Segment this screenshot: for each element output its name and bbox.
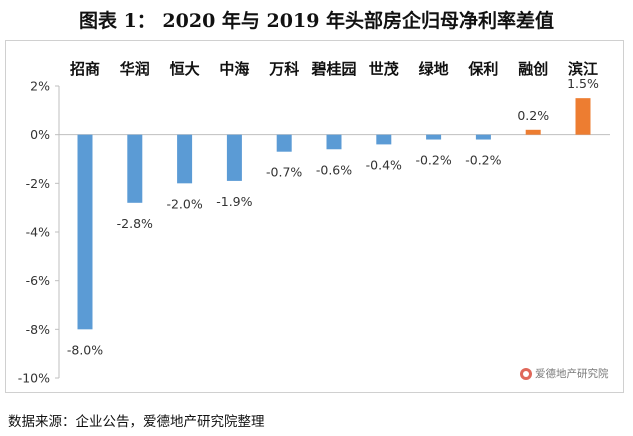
watermark-text: 爱德地产研究院 [535, 368, 609, 380]
y-tick-label: 2% [30, 79, 50, 94]
category-label: 融创 [518, 60, 548, 78]
category-label: 绿地 [419, 60, 449, 78]
bar [127, 134, 143, 203]
bar [326, 134, 342, 150]
data-label: -0.2% [415, 153, 451, 168]
y-tick-label: -2% [26, 176, 50, 191]
y-tick-label: -6% [26, 273, 50, 288]
bar [276, 134, 292, 152]
category-label: 滨江 [568, 60, 598, 78]
category-label: 招商 [70, 60, 100, 78]
category-label: 华润 [120, 60, 150, 78]
category-label: 中海 [219, 60, 249, 78]
chart-frame [5, 40, 624, 393]
y-tick-label: -4% [26, 225, 50, 240]
watermark-logo-icon [520, 367, 532, 380]
data-label: -8.0% [67, 342, 103, 357]
data-label: 0.2% [517, 108, 549, 123]
y-tick-label: -10% [18, 371, 50, 386]
data-label: -2.8% [117, 216, 153, 231]
category-label: 碧桂园 [310, 60, 356, 78]
bar [475, 134, 491, 140]
bar [525, 129, 541, 135]
data-label: -1.9% [216, 194, 252, 209]
category-label: 世茂 [369, 60, 399, 78]
data-label: -0.4% [366, 157, 402, 172]
bar [426, 134, 442, 140]
data-source-note: 数据来源：企业公告，爱德地产研究院整理 [8, 414, 265, 430]
data-label: -2.0% [166, 196, 202, 211]
category-label: 保利 [467, 60, 498, 78]
data-label: 1.5% [567, 76, 599, 91]
chart-title: 图表 1： 2020 年与 2019 年头部房企归母净利率差值 [78, 10, 555, 32]
bar [376, 134, 392, 145]
data-label: -0.7% [266, 165, 302, 180]
bar [575, 98, 591, 135]
data-label: -0.6% [316, 162, 352, 177]
category-label: 万科 [268, 60, 299, 78]
bar [177, 134, 193, 184]
y-tick-label: 0% [30, 127, 50, 142]
category-label: 恒大 [170, 60, 200, 78]
bar [226, 134, 242, 181]
data-label: -0.2% [465, 153, 501, 168]
watermark: 爱德地产研究院 [520, 366, 609, 381]
y-tick-label: -8% [26, 322, 50, 337]
bar [77, 134, 93, 330]
